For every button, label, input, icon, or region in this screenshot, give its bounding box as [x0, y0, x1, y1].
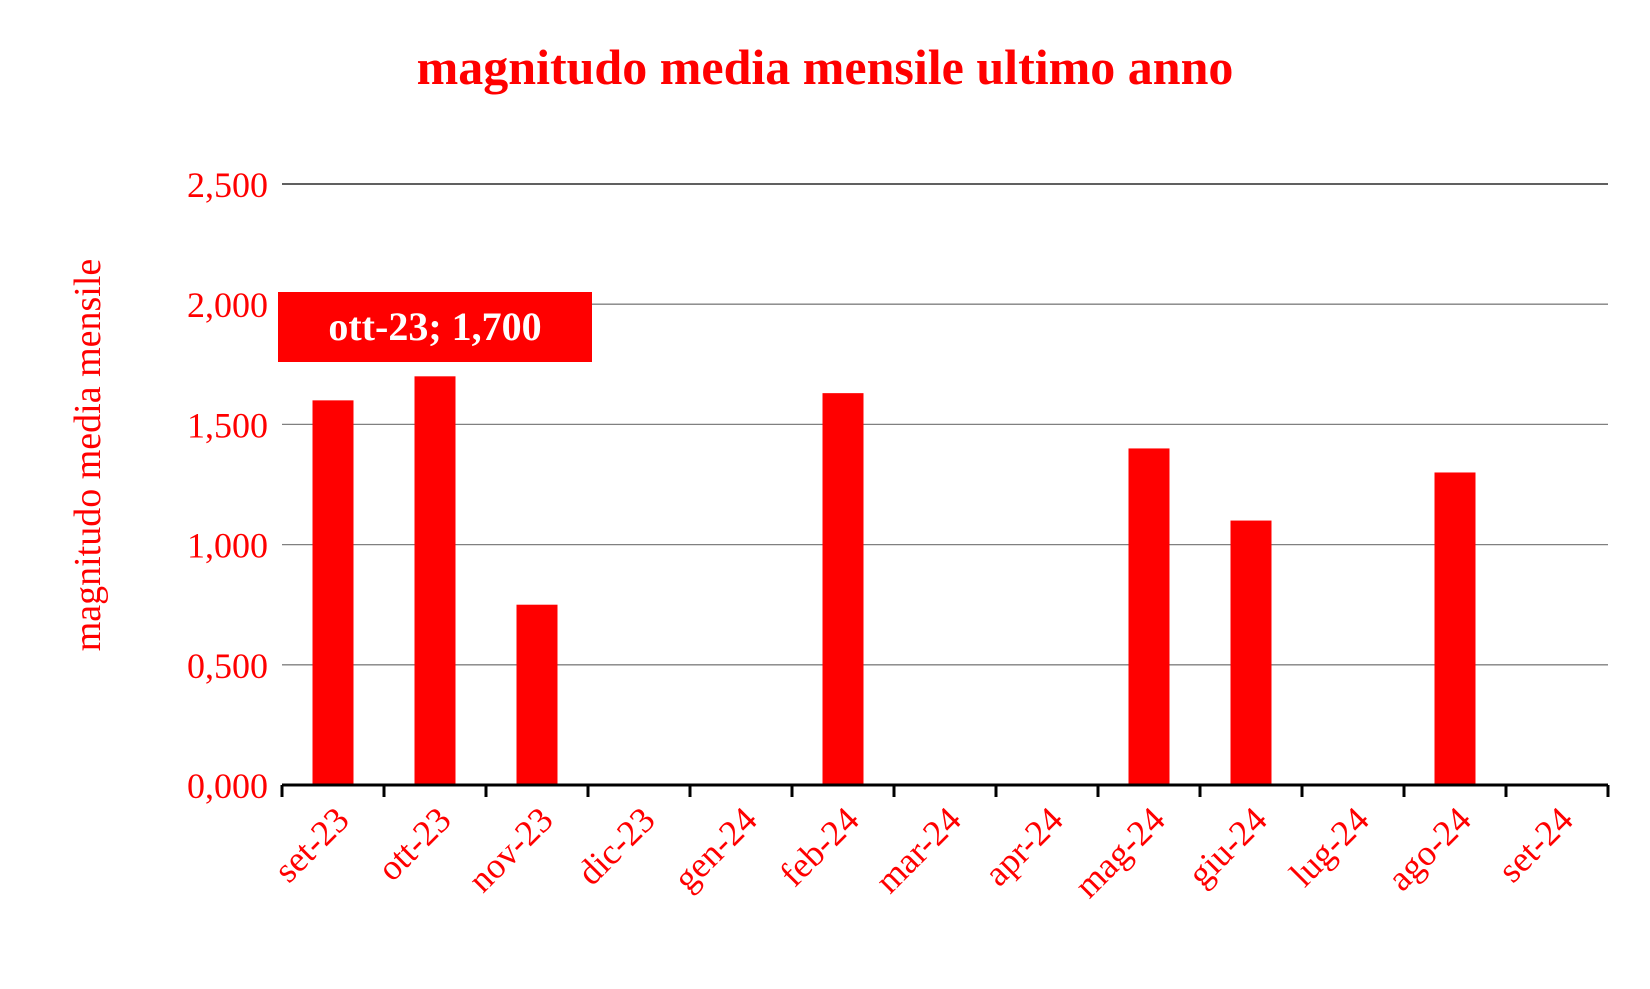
gridlines: [282, 183, 1608, 666]
bar-giu-24: [1230, 520, 1272, 785]
x-tick-label: feb-24: [772, 799, 867, 894]
x-tick-label: apr-24: [976, 799, 1070, 893]
x-tick-label: gen-24: [666, 799, 765, 898]
bars: [312, 376, 1476, 785]
bar-ago-24: [1434, 472, 1476, 785]
x-tick-label: set-24: [1490, 799, 1580, 889]
y-tick-label: 2,500: [187, 165, 268, 205]
y-tick-label: 0,000: [187, 766, 268, 806]
x-tick-label: lug-24: [1282, 799, 1377, 894]
x-axis: [280, 783, 1610, 797]
y-tick-label: 0,500: [187, 646, 268, 686]
x-tick-label: set-23: [266, 799, 356, 889]
y-tick-label: 1,500: [187, 405, 268, 445]
y-axis-ticks: 0,000 0,500 1,000 1,500 2,000 2,500: [187, 165, 268, 806]
chart-title: magnitudo media mensile ultimo anno: [417, 39, 1234, 95]
y-tick-label: 1,000: [187, 526, 268, 566]
x-tick-label: mar-24: [867, 799, 968, 900]
x-tick-label: giu-24: [1180, 799, 1275, 894]
bar-set-23: [312, 400, 354, 785]
bar-nov-23: [516, 604, 558, 785]
bar-mag-24: [1128, 448, 1170, 785]
bar-ott-23: [414, 376, 456, 785]
x-tick-label: dic-23: [569, 799, 662, 892]
x-tick-label: ago-24: [1380, 799, 1479, 898]
y-tick-label: 2,000: [187, 285, 268, 325]
x-axis-ticks: set-23 ott-23 nov-23 dic-23 gen-24 feb-24 mar-…: [266, 799, 1580, 905]
x-tick-label: nov-23: [460, 799, 560, 899]
x-tick-label: ott-23: [370, 799, 459, 888]
y-axis-label: magnitudo media mensile: [67, 259, 109, 652]
callout-label: ott-23; 1,700: [328, 304, 541, 349]
callout-box: [278, 292, 592, 362]
data-callout: ott-23; 1,700: [278, 292, 592, 362]
bar-feb-24: [822, 393, 864, 785]
x-tick-label: mag-24: [1067, 799, 1173, 905]
